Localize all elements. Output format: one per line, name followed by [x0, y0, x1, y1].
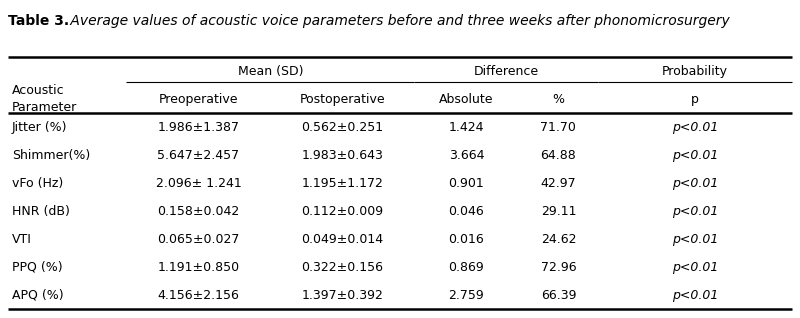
Text: Jitter (%): Jitter (%) — [12, 121, 67, 134]
Text: 3.664: 3.664 — [449, 149, 484, 162]
Text: p<0.01: p<0.01 — [672, 121, 718, 134]
Text: APQ (%): APQ (%) — [12, 289, 64, 301]
Text: Mean (SD): Mean (SD) — [238, 65, 303, 78]
Text: Preoperative: Preoperative — [158, 93, 238, 106]
Text: %: % — [552, 93, 565, 106]
Text: Table 3.: Table 3. — [8, 14, 69, 28]
Text: 71.70: 71.70 — [541, 121, 576, 134]
Text: 1.424: 1.424 — [449, 121, 484, 134]
Text: p<0.01: p<0.01 — [672, 149, 718, 162]
Text: Difference: Difference — [474, 65, 539, 78]
Text: 0.562±0.251: 0.562±0.251 — [302, 121, 383, 134]
Text: 1.986±1.387: 1.986±1.387 — [158, 121, 239, 134]
Text: Shimmer(%): Shimmer(%) — [12, 149, 90, 162]
Text: 1.191±0.850: 1.191±0.850 — [158, 261, 239, 273]
Text: 42.97: 42.97 — [541, 177, 576, 190]
Text: Absolute: Absolute — [439, 93, 494, 106]
Text: 0.065±0.027: 0.065±0.027 — [158, 233, 239, 245]
Text: 0.322±0.156: 0.322±0.156 — [302, 261, 383, 273]
Text: 5.647±2.457: 5.647±2.457 — [158, 149, 239, 162]
Text: HNR (dB): HNR (dB) — [12, 205, 70, 218]
Text: p<0.01: p<0.01 — [672, 205, 718, 218]
Text: 0.112±0.009: 0.112±0.009 — [302, 205, 383, 218]
Text: 24.62: 24.62 — [541, 233, 576, 245]
Text: 29.11: 29.11 — [541, 205, 576, 218]
Text: 1.397±0.392: 1.397±0.392 — [302, 289, 383, 301]
Text: 66.39: 66.39 — [541, 289, 576, 301]
Text: 2.759: 2.759 — [449, 289, 484, 301]
Text: VTI: VTI — [12, 233, 32, 245]
Text: vFo (Hz): vFo (Hz) — [12, 177, 63, 190]
Text: Acoustic
Parameter: Acoustic Parameter — [12, 84, 78, 114]
Text: 0.016: 0.016 — [449, 233, 484, 245]
Text: Average values of acoustic voice parameters before and three weeks after phonomi: Average values of acoustic voice paramet… — [66, 14, 730, 28]
Text: 0.158±0.042: 0.158±0.042 — [158, 205, 239, 218]
Text: Probability: Probability — [662, 65, 728, 78]
Text: PPQ (%): PPQ (%) — [12, 261, 62, 273]
Text: 0.046: 0.046 — [449, 205, 484, 218]
Text: 72.96: 72.96 — [541, 261, 576, 273]
Text: 0.869: 0.869 — [449, 261, 484, 273]
Text: p<0.01: p<0.01 — [672, 261, 718, 273]
Text: 2.096± 1.241: 2.096± 1.241 — [155, 177, 242, 190]
Text: p<0.01: p<0.01 — [672, 289, 718, 301]
Text: p<0.01: p<0.01 — [672, 177, 718, 190]
Text: Postoperative: Postoperative — [299, 93, 386, 106]
Text: 64.88: 64.88 — [541, 149, 576, 162]
Text: 4.156±2.156: 4.156±2.156 — [158, 289, 239, 301]
Text: 0.049±0.014: 0.049±0.014 — [302, 233, 383, 245]
Text: 0.901: 0.901 — [449, 177, 484, 190]
Text: p<0.01: p<0.01 — [672, 233, 718, 245]
Text: 1.195±1.172: 1.195±1.172 — [302, 177, 383, 190]
Text: 1.983±0.643: 1.983±0.643 — [302, 149, 383, 162]
Text: p: p — [691, 93, 699, 106]
